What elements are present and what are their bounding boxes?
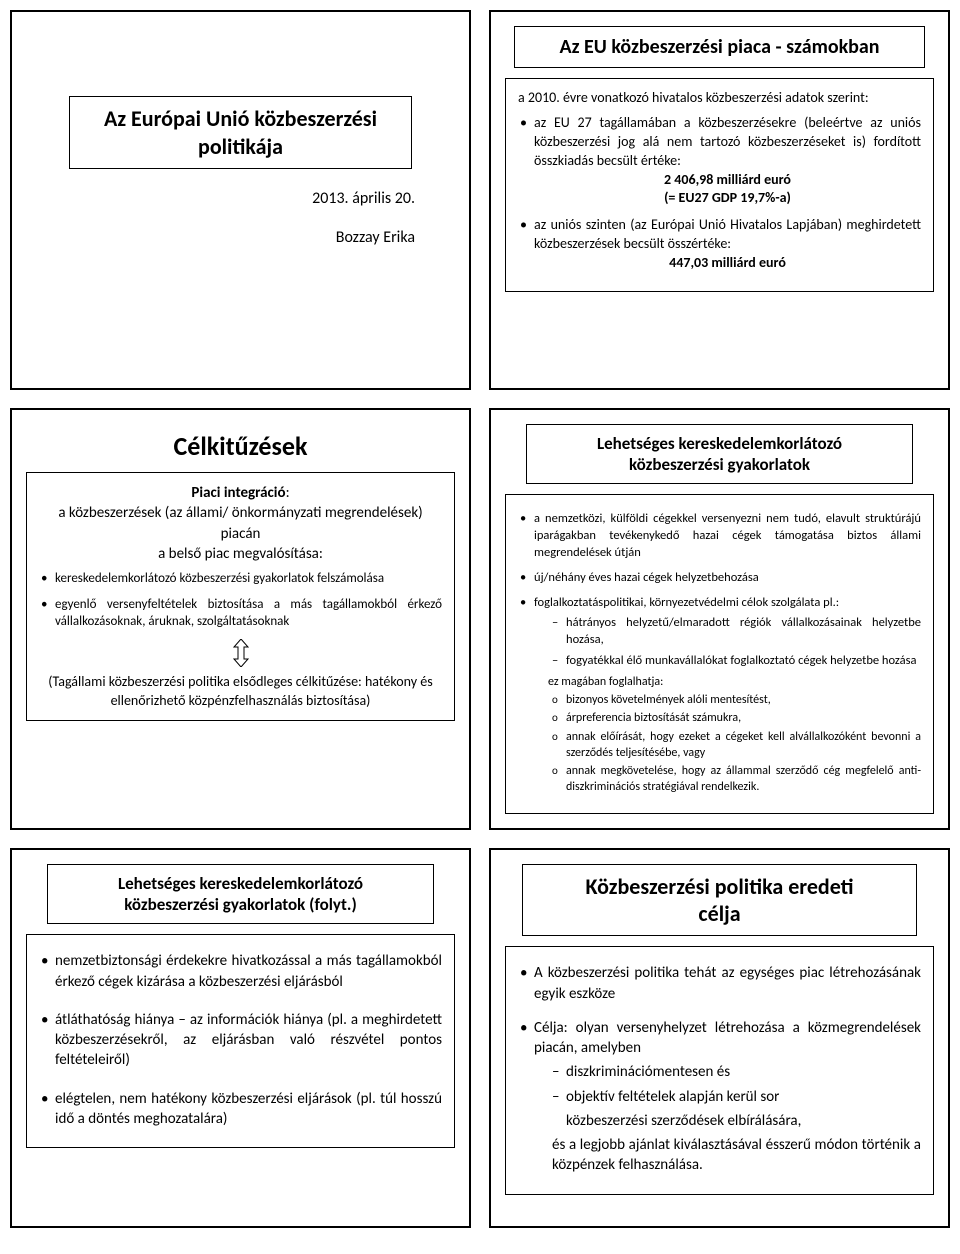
slide5-title-line1: Lehetséges kereskedelemkorlátozó [60,873,420,894]
slide6-b2-d1: diszkriminációmentesen és [552,1062,921,1082]
slide6-title-line1: Közbeszerzési politika eredeti [535,873,904,900]
slide3-content: Piaci integráció: a közbeszerzések (az á… [26,472,455,721]
slide5-title-box: Lehetséges kereskedelemkorlátozó közbesz… [47,864,433,924]
slide4-b3-o3: annak előírását, hogy ezeket a cégeket k… [552,729,921,761]
slide5-b3: elégtelen, nem hatékony közbeszerzési el… [39,1089,442,1130]
slide5-content: nemzetbiztonsági érdekekre hivatkozással… [26,934,455,1148]
slide1-title-line1: Az Európai Unió közbeszerzési [82,105,399,133]
slide3-subheading-text: Piaci integráció [191,484,285,502]
slide6-b2-d2b: közbeszerzési szerződések elbírálására, [534,1111,921,1131]
slide2-bullet2: az uniós szinten (az Európai Unió Hivata… [518,216,921,273]
slide4-b3: foglalkoztatáspolitikai, környezetvédelm… [518,595,921,796]
slide6-b2-d3: és a legjobb ajánlat kiválasztásával éss… [534,1135,921,1176]
slide4-b3-o4: annak megkövetelése, hogy az állammal sz… [552,763,921,795]
slide2-bullet2-text: az uniós szinten (az Európai Unió Hivata… [534,216,921,252]
slide1-title-box: Az Európai Unió közbeszerzési politikája [69,96,412,169]
slide2-value1-sub: (= EU27 GDP 19,7%-a) [534,189,921,208]
slide3-sub-line2: a belső piac megvalósítása: [39,544,442,564]
slide6-b1: A közbeszerzési politika tehát az egység… [518,963,921,1004]
slide4-b3-d1: hátrányos helyzetű/elmaradott régiók vál… [552,615,921,649]
slide6-b2-d2: objektív feltételek alapján kerül sor [552,1087,921,1107]
slide4-title-line1: Lehetséges kereskedelemkorlátozó [539,433,899,454]
slide3-sub-heading: Piaci integráció: [39,483,442,503]
slide4-title-box: Lehetséges kereskedelemkorlátozó közbesz… [526,424,912,484]
slide6-title-line2: célja [535,900,904,927]
slide3-footnote: (Tagállami közbeszerzési politika elsődl… [39,673,442,711]
slide2-value2: 447,03 milliárd euró [534,254,921,273]
slide2-value1: 2 406,98 milliárd euró [534,171,921,190]
slide6-title-box: Közbeszerzési politika eredeti célja [522,864,917,936]
slide3-item2: egyenlő versenyfeltételek biztosítása a … [39,596,442,631]
slide4-b3-text: foglalkoztatáspolitikai, környezetvédelm… [534,595,839,610]
slide6-b2: Célja: olyan versenyhelyzet létrehozása … [518,1018,921,1176]
slide4-b3-o1: bizonyos követelmények alóli mentesítést… [552,692,921,708]
slide2-bullet1-text: az EU 27 tagállamában a közbeszerzésekre… [534,114,921,169]
slide-2: Az EU közbeszerzési piaca - számokban a … [489,10,950,390]
slide5-b1: nemzetbiztonsági érdekekre hivatkozással… [39,951,442,992]
slide5-title-line2: közbeszerzési gyakorlatok (folyt.) [60,894,420,915]
slide1-author: Bozzay Erika [26,228,455,247]
slide4-b2: új/néhány éves hazai cégek helyzetbehozá… [518,570,921,587]
slide3-sub-line1: a közbeszerzések (az állami/ önkormányza… [39,503,442,544]
slide-1: Az Európai Unió közbeszerzési politikája… [10,10,471,390]
slide-6: Közbeszerzési politika eredeti célja A k… [489,848,950,1228]
slide2-bullet1: az EU 27 tagállamában a közbeszerzésekre… [518,114,921,208]
slide-5: Lehetséges kereskedelemkorlátozó közbesz… [10,848,471,1228]
slide4-b1: a nemzetközi, külföldi cégekkel versenye… [518,511,921,562]
slide3-item1: kereskedelemkorlátozó közbeszerzési gyak… [39,570,442,588]
slide1-title-line2: politikája [82,133,399,161]
slide4-b3-note: ez magában foglalhatja: [534,674,921,690]
updown-arrow-icon [230,639,252,667]
slide4-title-line2: közbeszerzési gyakorlatok [539,454,899,475]
slide3-title: Célkitűzések [26,430,455,462]
slide5-b2: átláthatóság hiánya – az információk hiá… [39,1010,442,1071]
slide4-content: a nemzetközi, külföldi cégekkel versenye… [505,494,934,814]
slide2-title: Az EU közbeszerzési piaca - számokban [514,26,926,68]
slide-3: Célkitűzések Piaci integráció: a közbesz… [10,408,471,830]
slide6-b2-text: Célja: olyan versenyhelyzet létrehozása … [534,1019,921,1057]
slide4-b3-o2: árpreferencia biztosítását számukra, [552,710,921,726]
slide-4: Lehetséges kereskedelemkorlátozó közbesz… [489,408,950,830]
slide2-intro: a 2010. évre vonatkozó hivatalos közbesz… [518,89,921,108]
slide-grid: Az Európai Unió közbeszerzési politikája… [10,10,950,1228]
slide2-content: a 2010. évre vonatkozó hivatalos közbesz… [505,78,934,292]
slide4-b3-d2: fogyatékkal élő munkavállalókat foglalko… [552,653,921,670]
slide1-date: 2013. április 20. [26,189,455,208]
slide6-content: A közbeszerzési politika tehát az egység… [505,946,934,1194]
